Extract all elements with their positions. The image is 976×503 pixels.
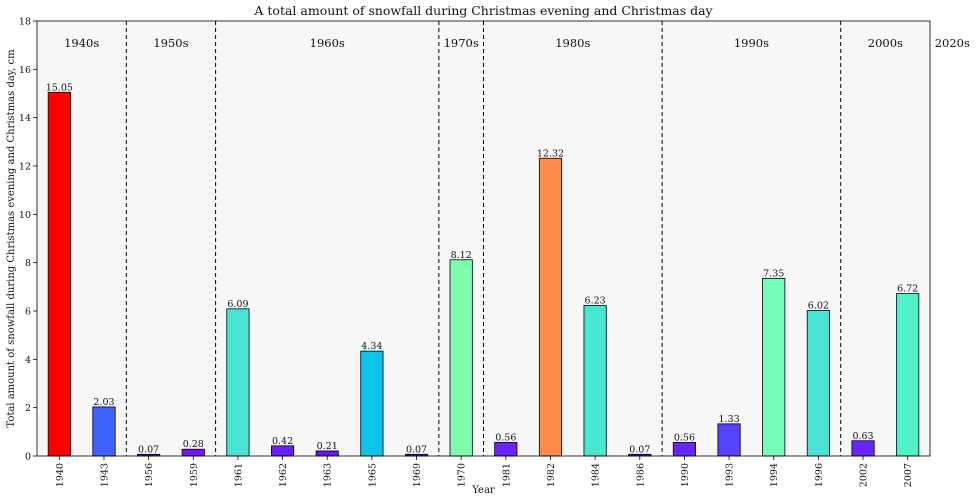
data-label: 0.21 bbox=[317, 441, 338, 452]
data-label: 6.02 bbox=[808, 301, 829, 312]
y-tick-label: 18 bbox=[19, 17, 31, 28]
x-tick-label: 1962 bbox=[278, 463, 289, 487]
y-tick-label: 2 bbox=[25, 403, 31, 414]
data-label: 4.34 bbox=[361, 341, 382, 352]
x-tick-label: 2002 bbox=[859, 463, 870, 487]
chart-title: A total amount of snowfall during Christ… bbox=[253, 3, 713, 18]
data-label: 0.07 bbox=[406, 444, 427, 455]
bar bbox=[494, 442, 518, 457]
bar bbox=[851, 440, 875, 457]
data-label: 0.56 bbox=[495, 432, 516, 443]
x-tick-label: 1996 bbox=[814, 463, 825, 487]
x-tick-label: 1959 bbox=[189, 463, 200, 487]
data-label: 6.72 bbox=[897, 284, 918, 295]
x-tick-label: 2007 bbox=[903, 463, 914, 487]
x-tick-label: 1965 bbox=[367, 463, 378, 487]
decade-label: 1990s bbox=[734, 36, 769, 50]
x-tick-label: 1940 bbox=[55, 463, 66, 487]
bars bbox=[47, 91, 920, 457]
bar bbox=[47, 91, 71, 457]
x-tick-label: 1963 bbox=[323, 463, 334, 487]
x-tick-label: 1986 bbox=[635, 463, 646, 487]
decade-separators bbox=[125, 21, 842, 456]
x-tick-label: 1990 bbox=[680, 463, 691, 487]
bar bbox=[806, 310, 830, 457]
data-label: 12.32 bbox=[537, 148, 564, 159]
x-tick-label: 1993 bbox=[725, 463, 736, 487]
y-axis-label: Total amount of snowfall during Christma… bbox=[6, 49, 17, 428]
data-label: 6.23 bbox=[585, 295, 606, 306]
x-axis-label: Year bbox=[471, 485, 495, 496]
x-tick-label: 1956 bbox=[144, 463, 155, 487]
data-label: 0.42 bbox=[272, 436, 293, 447]
data-label: 8.12 bbox=[451, 250, 472, 261]
decade-label: 1940s bbox=[64, 36, 99, 50]
x-tick-label: 1994 bbox=[769, 463, 780, 487]
bar bbox=[762, 277, 786, 457]
bar bbox=[271, 445, 295, 457]
bar bbox=[226, 308, 250, 457]
decade-label: 1950s bbox=[153, 36, 188, 50]
data-label: 7.35 bbox=[763, 268, 784, 279]
bar bbox=[672, 442, 696, 457]
decade-labels: 1940s 1950s 1960s 1970s 1980s 1990s 2000s 2020s bbox=[64, 36, 970, 50]
data-label: 6.09 bbox=[227, 299, 248, 310]
y-tick-label: 8 bbox=[25, 258, 31, 269]
y-tick-label: 6 bbox=[25, 307, 31, 318]
decade-label: 2000s bbox=[868, 36, 903, 50]
bar bbox=[449, 259, 473, 457]
data-label: 0.56 bbox=[674, 432, 695, 443]
decade-label: 1960s bbox=[310, 36, 345, 50]
y-axis: 0 2 4 6 8 10 12 14 16 18 bbox=[19, 17, 37, 463]
bar bbox=[583, 305, 607, 457]
data-label: 1.33 bbox=[718, 414, 739, 425]
bar bbox=[896, 293, 920, 457]
y-tick-label: 12 bbox=[19, 162, 31, 173]
data-label: 2.03 bbox=[93, 397, 114, 408]
value-labels: 15.05 2.03 0.07 0.28 6.09 0.42 0.21 4.34 0.07 8.1… bbox=[46, 82, 919, 455]
data-label: 0.07 bbox=[138, 444, 159, 455]
x-tick-label: 1981 bbox=[501, 463, 512, 487]
decade-label: 1970s bbox=[444, 36, 479, 50]
data-label: 15.05 bbox=[46, 82, 73, 93]
x-tick-label: 1969 bbox=[412, 463, 423, 487]
y-tick-label: 16 bbox=[19, 65, 31, 76]
bar bbox=[538, 157, 563, 457]
y-tick-label: 14 bbox=[19, 113, 31, 124]
bar bbox=[92, 406, 116, 457]
decade-label: 2020s bbox=[935, 36, 970, 50]
data-label: 0.07 bbox=[629, 444, 650, 455]
x-tick-label: 1961 bbox=[233, 463, 244, 487]
bar bbox=[181, 448, 205, 457]
y-tick-label: 4 bbox=[25, 355, 31, 366]
data-label: 0.28 bbox=[183, 439, 204, 450]
bar bbox=[717, 423, 741, 457]
x-axis: 1940 1943 1956 1959 1961 1962 1963 1965 1969 1970… bbox=[55, 456, 914, 487]
data-label: 0.63 bbox=[852, 431, 873, 442]
y-tick-label: 0 bbox=[25, 452, 31, 463]
x-tick-label: 1982 bbox=[546, 463, 557, 487]
x-tick-label: 1970 bbox=[457, 463, 468, 487]
bar bbox=[360, 350, 384, 457]
plot-frame bbox=[36, 20, 931, 457]
x-tick-label: 1943 bbox=[99, 463, 110, 487]
decade-label: 1980s bbox=[555, 36, 590, 50]
y-tick-label: 10 bbox=[19, 210, 31, 221]
x-tick-label: 1984 bbox=[591, 463, 602, 487]
